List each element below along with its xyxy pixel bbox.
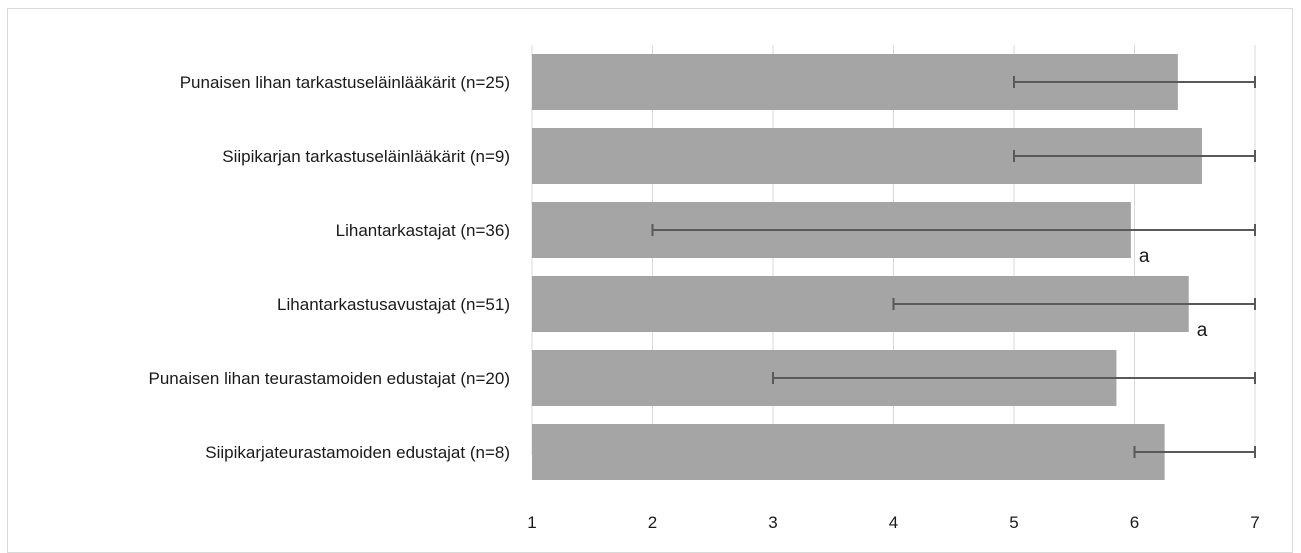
category-label: Siipikarjateurastamoiden edustajat (n=8) [205,443,510,462]
x-tick-label: 3 [768,513,777,532]
x-tick-label: 4 [889,513,898,532]
category-label: Lihantarkastajat (n=36) [336,221,510,240]
category-label: Punaisen lihan tarkastuseläinlääkärit (n… [180,73,510,92]
error-bar [1133,446,1256,458]
bar [532,424,1165,480]
bars [532,54,1202,480]
x-tick-label: 7 [1250,513,1259,532]
error-bars [651,76,1256,458]
error-bar [1013,76,1256,88]
x-axis-ticks: 1 2 3 4 5 6 7 [527,513,1259,532]
error-bar [651,224,1256,236]
error-bar [892,298,1256,310]
x-tick-label: 1 [527,513,536,532]
annotations: aa [1139,246,1208,341]
x-tick-label: 6 [1130,513,1139,532]
error-bar [772,372,1256,384]
significance-annotation: a [1197,320,1208,341]
category-label: Punaisen lihan teurastamoiden edustajat … [149,369,511,388]
category-label: Siipikarjan tarkastuseläinlääkärit (n=9) [222,147,510,166]
category-labels: Punaisen lihan tarkastuseläinlääkärit (n… [149,73,511,462]
category-label: Lihantarkastusavustajat (n=51) [277,295,510,314]
error-bar [1013,150,1256,162]
significance-annotation: a [1139,246,1150,267]
x-tick-label: 2 [648,513,657,532]
x-tick-label: 5 [1009,513,1018,532]
